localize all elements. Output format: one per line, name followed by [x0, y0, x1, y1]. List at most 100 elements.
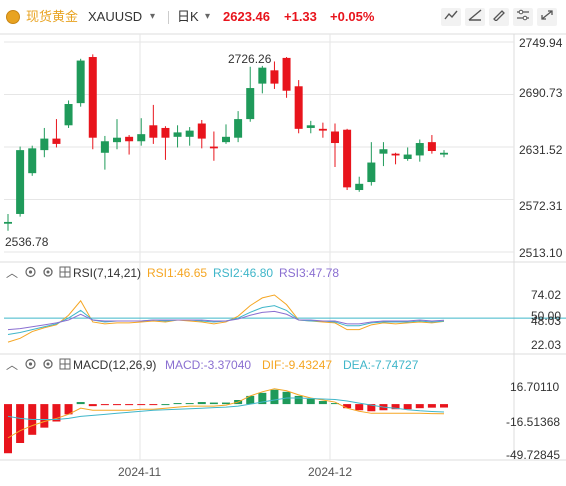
fullscreen-icon[interactable]: [537, 8, 557, 26]
x-tick-label: 2024-12: [308, 465, 353, 479]
rsi-tick-label: 22.03: [531, 338, 562, 352]
macd-value: MACD:-3.37040: [165, 358, 252, 372]
candle-body: [379, 149, 388, 154]
candle-body: [415, 143, 424, 156]
candle-body: [222, 136, 230, 143]
macd-bar: [197, 402, 206, 405]
macd-bar: [149, 404, 158, 406]
candle-body: [137, 134, 146, 142]
chart-header: 现货黄金 XAUUSD ▾ 日K ▾ 2623.46 +1.33 +0.05%: [0, 0, 566, 34]
candle-body: [246, 88, 255, 120]
candle-body: [4, 221, 12, 224]
candle-body: [16, 150, 25, 214]
candle-body: [367, 162, 376, 183]
macd-bar: [40, 404, 49, 428]
candle-body: [258, 67, 267, 84]
dea-value: DEA:-7.74727: [343, 358, 419, 372]
eye-icon[interactable]: [24, 266, 37, 281]
candle-body: [76, 60, 85, 104]
indicator-box-icon[interactable]: [59, 266, 71, 281]
macd-bar: [403, 404, 412, 410]
macd-bar: [294, 395, 303, 405]
candle-body: [234, 119, 243, 138]
macd-bar: [64, 404, 73, 415]
candle-body: [355, 183, 364, 191]
high-price-label: 2726.26: [228, 52, 272, 66]
macd-tick-label: -16.51368: [506, 415, 561, 429]
period-selector[interactable]: 日K: [177, 9, 199, 24]
candle-body: [40, 138, 49, 151]
candle-body: [113, 137, 121, 143]
period-caret-icon[interactable]: ▾: [205, 11, 211, 22]
instrument-name[interactable]: 现货黄金: [26, 9, 79, 24]
candle-body: [64, 104, 73, 126]
indicator-box-icon[interactable]: [59, 358, 71, 373]
rsi2-value: RSI2:46.80: [213, 266, 274, 280]
candle-body: [403, 154, 412, 159]
macd-bar: [391, 404, 400, 410]
price-tick-label: 2572.31: [519, 199, 563, 213]
macd-bar: [161, 404, 170, 406]
settings-sliders-icon[interactable]: [513, 8, 533, 26]
macd-bar: [209, 402, 218, 405]
macd-bar: [137, 404, 146, 406]
candle-body: [28, 148, 37, 174]
dif-value: DIF:-9.43247: [262, 358, 333, 372]
candle-body: [52, 138, 61, 144]
settings-icon[interactable]: [42, 358, 54, 373]
collapse-chevron-icon[interactable]: ︿: [6, 266, 19, 280]
last-price: 2623.46: [223, 9, 270, 24]
macd-bar: [185, 403, 194, 405]
candle-body: [88, 57, 97, 138]
macd-bar: [258, 392, 267, 405]
macd-bar: [440, 404, 448, 408]
candle-body: [318, 128, 327, 131]
macd-bar: [343, 404, 352, 409]
candle-body: [100, 141, 109, 153]
macd-title: MACD(12,26,9): [73, 358, 157, 372]
rsi3-value: RSI3:47.78: [279, 266, 340, 280]
macd-bars: [4, 389, 448, 454]
x-tick-label: 2024-11: [118, 465, 162, 479]
candle-body: [173, 132, 182, 137]
draw-line-icon[interactable]: [441, 8, 461, 26]
macd-bar: [415, 404, 424, 409]
candle-body: [343, 129, 352, 188]
symbol-caret-icon[interactable]: ▾: [150, 11, 156, 22]
pen-icon[interactable]: [489, 8, 509, 26]
candle-body: [209, 146, 218, 149]
rsi1-value: RSI1:46.65: [147, 266, 208, 280]
macd-tick-label: 16.70110: [510, 380, 560, 394]
price-change: +1.33: [284, 9, 317, 24]
candle-body: [185, 130, 194, 137]
candle-body: [149, 125, 158, 138]
macd-bar: [306, 398, 315, 405]
macd-bar: [100, 404, 109, 406]
draw-ray-icon[interactable]: [465, 8, 485, 26]
macd-bar: [52, 404, 61, 422]
macd-bar: [246, 395, 255, 405]
macd-bar: [222, 402, 230, 405]
candle-body: [125, 136, 134, 142]
macd-bar: [331, 403, 339, 405]
gold-coin-icon: [6, 10, 20, 24]
candle-body: [427, 142, 436, 152]
rsi-lines: [4, 294, 566, 343]
macd-bar: [173, 403, 182, 405]
macd-bar: [318, 401, 327, 405]
macd-bar: [355, 404, 364, 411]
low-price-label: 2536.78: [5, 235, 49, 249]
candle-body: [294, 86, 303, 129]
macd-bar: [125, 404, 134, 406]
collapse-chevron-icon[interactable]: ︿: [6, 358, 19, 372]
macd-bar: [16, 404, 25, 443]
candle-body: [331, 131, 339, 144]
candle-body: [282, 57, 291, 91]
rsi-tick-label: 74.02: [531, 288, 562, 302]
eye-icon[interactable]: [24, 358, 37, 373]
rsi-tick-label: 50.00: [531, 309, 562, 323]
symbol-selector[interactable]: XAUUSD: [88, 9, 143, 24]
macd-line-dea: [7, 397, 445, 420]
settings-icon[interactable]: [42, 266, 54, 281]
